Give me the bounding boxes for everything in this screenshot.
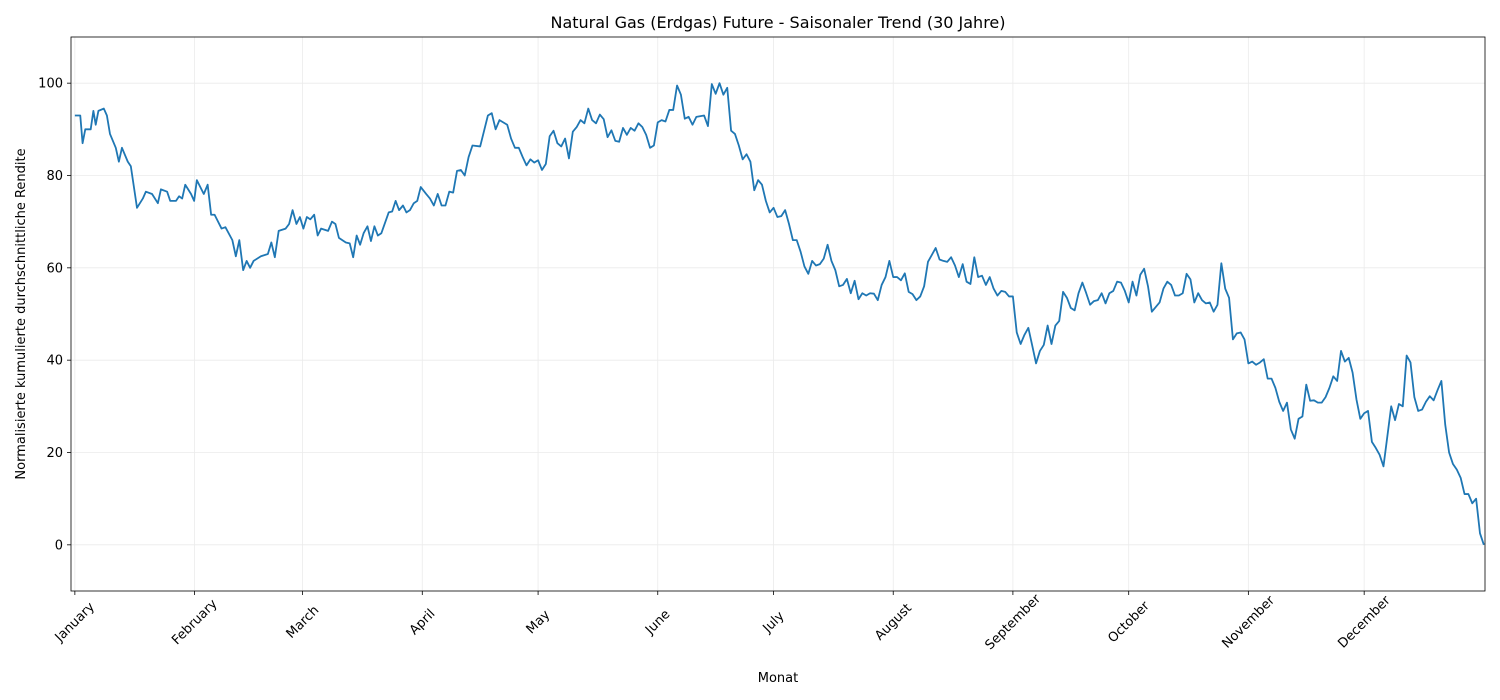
y-tick-label: 20 — [46, 446, 63, 461]
x-tick-label: December — [1335, 593, 1394, 652]
x-tick-label: March — [284, 603, 323, 642]
x-tick-label: July — [760, 609, 788, 637]
y-tick-label: 40 — [46, 354, 63, 369]
x-tick-label: May — [524, 607, 554, 637]
chart-title: Natural Gas (Erdgas) Future - Saisonaler… — [550, 13, 1005, 32]
plot-frame — [70, 36, 1486, 592]
x-tick-label: November — [1220, 593, 1279, 652]
y-tick-label: 0 — [55, 538, 63, 553]
data-line — [74, 82, 1485, 546]
x-tick-label: October — [1105, 598, 1153, 646]
y-tick-label: 100 — [38, 77, 63, 92]
x-axis-label: Monat — [758, 671, 798, 686]
x-tick-label: April — [407, 607, 439, 639]
y-tick-label: 80 — [46, 169, 63, 184]
x-tick-label: August — [872, 601, 915, 644]
y-tick-label: 60 — [46, 261, 63, 276]
y-axis-label: Normalisierte kumulierte durchschnittlic… — [14, 148, 29, 479]
x-tick-label: February — [169, 596, 221, 648]
x-tick-label: September — [983, 591, 1045, 653]
x-tick-label: June — [642, 607, 673, 638]
x-tick-label: January — [52, 599, 98, 645]
